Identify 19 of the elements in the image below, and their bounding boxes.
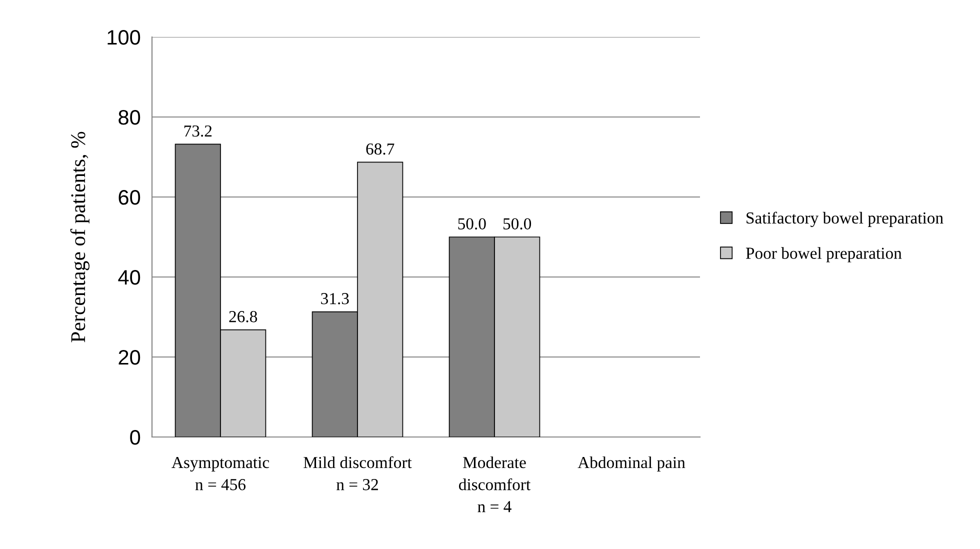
x-tick-label: Moderate discomfort n = 4: [458, 456, 531, 512]
data-label: 50.0: [458, 218, 486, 230]
data-label: 26.8: [229, 311, 258, 322]
legend-label: Satifactory bowel preparation: [746, 212, 944, 228]
data-label: 73.2: [184, 125, 212, 137]
x-tick-label: Asymptomatic n = 456: [172, 456, 270, 490]
data-label: 31.3: [321, 293, 349, 304]
data-label: 68.7: [366, 143, 394, 155]
y-axis-title: Percentage of patients, %: [70, 132, 90, 342]
y-tick-label: 60: [118, 190, 140, 205]
x-tick-label: Abdominal pain: [578, 456, 686, 472]
x-tick-label: Mild discomfort n = 32: [304, 456, 412, 490]
data-label: 50.0: [503, 218, 532, 230]
y-tick-label: 0: [130, 430, 140, 445]
y-tick-label: 100: [108, 30, 140, 45]
y-tick-label: 20: [118, 350, 140, 365]
y-tick-label: 40: [118, 270, 140, 285]
y-tick-label: 80: [118, 110, 140, 125]
legend-label: Poor bowel preparation: [746, 247, 902, 262]
